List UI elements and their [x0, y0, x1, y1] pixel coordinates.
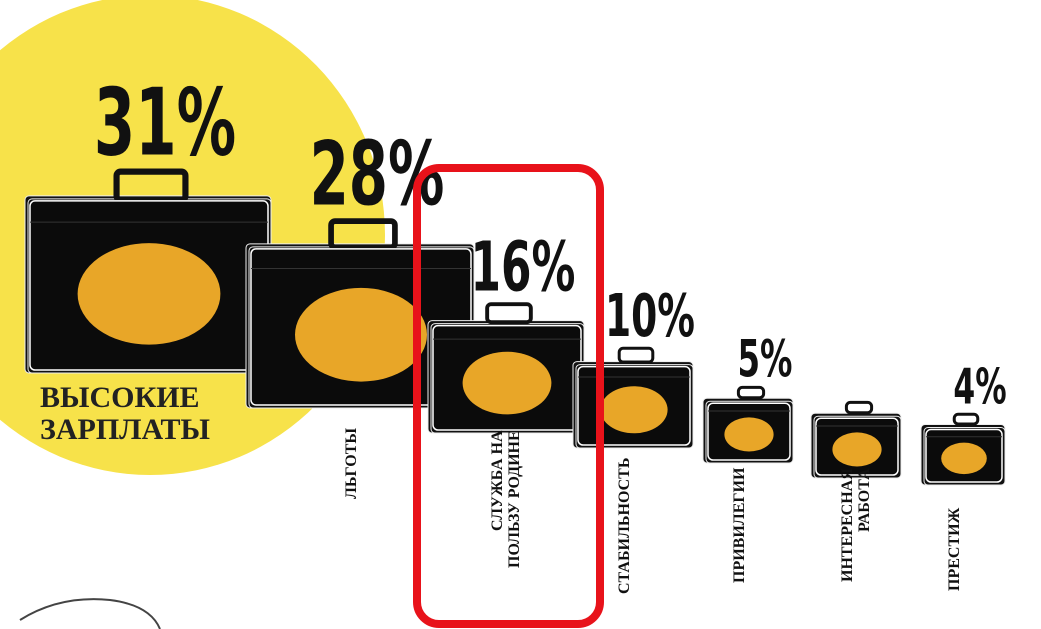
category-label: ИНТЕРЕСНАЯ РАБОТА — [839, 468, 873, 608]
case-handle — [954, 414, 978, 424]
value-label: 10% — [605, 281, 695, 350]
sketch — [20, 599, 160, 629]
case-icon — [600, 386, 667, 433]
value-label: 5% — [737, 331, 792, 389]
case-icon — [832, 432, 881, 466]
case-handle — [619, 348, 653, 362]
category-label: СЛУЖБА НА ПОЛЬЗУ РОДИНЕ — [489, 430, 523, 580]
category-label: ПРИВИЛЕГИИ — [731, 468, 748, 598]
category-label: СТАБИЛЬНОСТЬ — [616, 458, 633, 618]
case-icon — [463, 352, 552, 415]
case-icon — [78, 243, 221, 344]
infographic: 31%28%16%10%5%4% ВЫСОКИЕ ЗАРПЛАТЫЛЬГОТЫС… — [0, 0, 1041, 629]
category-label: ПРЕСТИЖ — [946, 508, 963, 598]
case-handle — [846, 402, 871, 412]
value-label: 4% — [953, 358, 1006, 415]
value-label: 16% — [471, 227, 576, 307]
category-label: ВЫСОКИЕ ЗАРПЛАТЫ — [40, 382, 260, 446]
case-icon — [724, 417, 773, 451]
value-label: 31% — [94, 70, 236, 177]
case-icon — [941, 443, 987, 474]
category-label: ЛЬГОТЫ — [343, 428, 360, 548]
case-icon — [295, 288, 427, 382]
